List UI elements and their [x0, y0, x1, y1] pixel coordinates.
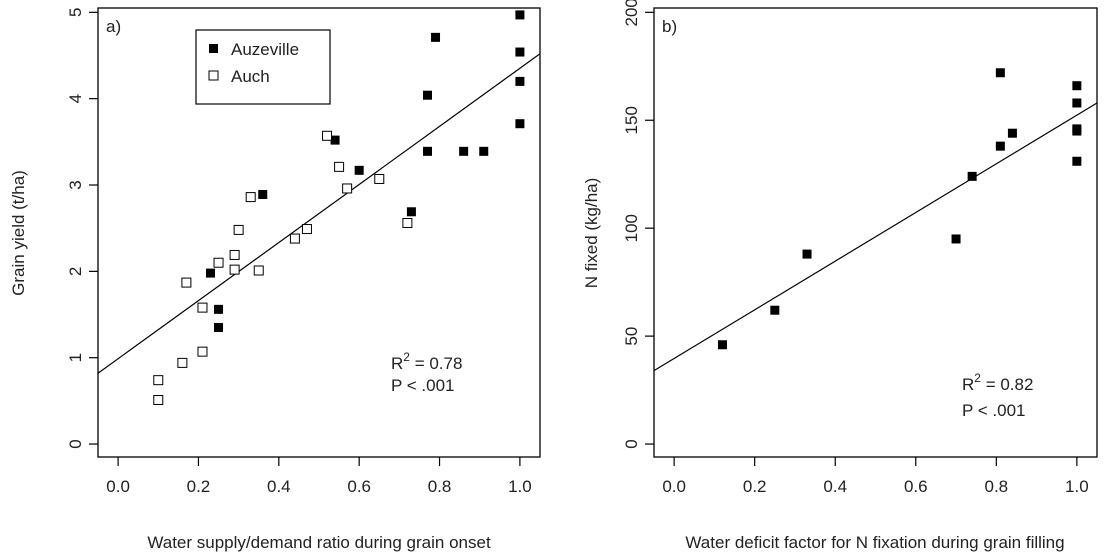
panel-b-point-series	[770, 305, 780, 315]
legend-auch-marker	[208, 70, 219, 81]
panel-a-point-auzeville	[258, 190, 268, 200]
panel-a-point-auch	[342, 183, 353, 194]
panel-a-r-value: = 0.78	[410, 354, 462, 373]
panel-a-r-exponent: 2	[403, 350, 410, 364]
panel-a-point-auch	[322, 130, 333, 141]
legend-auzeville-label: Auzeville	[231, 40, 299, 59]
panel-a-point-auzeville	[214, 304, 224, 314]
panel-a-point-auch	[197, 346, 208, 357]
panel-a-point-auch	[197, 302, 208, 313]
chart-marks: 0.0 0.2 0.4 0.6 0.8 1.0 0 1 2 3 4 5 0.0 0.2 0.4 0.6 0.8 1…	[66, 0, 1098, 496]
panel-b-y-tick-label: 150	[622, 106, 641, 134]
panel-a-x-tick-label: 0.2	[187, 477, 211, 496]
panel-a-point-auzeville	[422, 90, 432, 100]
panel-a-y-tick-label: 5	[66, 8, 85, 17]
panel-a-point-auzeville	[206, 268, 216, 278]
panel-a-point-auzeville	[515, 47, 525, 57]
panel-b-y-axis-title: N fixed (kg/ha)	[582, 178, 601, 289]
legend-auzeville-marker	[209, 44, 218, 53]
panel-a-marks: 0.0 0.2 0.4 0.6 0.8 1.0 0 1 2 3 4 5	[66, 8, 541, 496]
panel-b-point-series	[995, 141, 1005, 151]
panel-a-x-tick-label: 1.0	[508, 477, 532, 496]
panel-a-point-auch	[213, 257, 224, 268]
panel-b-r-label: R	[962, 375, 974, 394]
panel-b-point-series	[995, 68, 1005, 78]
panel-a-x-tick-label: 0.4	[267, 477, 291, 496]
panel-a-point-auch	[177, 357, 188, 368]
panel-b-point-series	[1007, 128, 1017, 138]
panel-a-y-tick-label: 4	[66, 94, 85, 103]
panel-b-point-series	[717, 340, 727, 350]
panel-a-y-tick-label: 3	[66, 180, 85, 189]
panel-a-point-auzeville	[422, 146, 432, 156]
panel-a-frame	[97, 7, 541, 458]
legend-auch-label: Auch	[231, 67, 270, 86]
panel-a-r-squared: R2 = 0.78	[391, 350, 462, 373]
panel-a-x-tick-label: 0.6	[347, 477, 371, 496]
panel-a-x-tick-label: 0.8	[428, 477, 452, 496]
panel-a-legend	[195, 29, 331, 105]
panel-a-y-tick-label: 2	[66, 267, 85, 276]
panel-a-point-auzeville	[330, 135, 340, 145]
panel-b-point-series	[1072, 126, 1082, 136]
panel-a-point-auzeville	[459, 146, 469, 156]
panel-a-p-value: P < .001	[391, 376, 455, 395]
panel-a-point-auzeville	[431, 32, 441, 42]
panel-b-label: b)	[662, 17, 677, 36]
panel-a-point-auch	[289, 233, 300, 244]
panel-a-y-tick-label: 0	[66, 439, 85, 448]
panel-a-point-auch	[253, 265, 264, 276]
panel-a-point-auch	[153, 375, 164, 386]
panel-a-x-tick-label: 0.0	[106, 477, 130, 496]
panel-b-x-tick-label: 0.2	[743, 477, 767, 496]
panel-a-point-auch	[245, 192, 256, 203]
panel-a-point-auch	[402, 218, 413, 229]
panel-b-point-series	[951, 234, 961, 244]
panel-b-r-squared: R2 = 0.82	[962, 371, 1033, 394]
panel-b-point-series	[1072, 156, 1082, 166]
panel-a-x-axis-title: Water supply/demand ratio during grain o…	[147, 533, 491, 552]
panel-b-point-series	[967, 171, 977, 181]
panel-b-y-tick-label: 200	[622, 0, 641, 27]
panel-a-point-auch	[233, 224, 244, 235]
panel-a-point-auzeville	[214, 322, 224, 332]
panel-b-p-value: P < .001	[962, 401, 1026, 420]
panel-b-x-tick-label: 0.6	[904, 477, 928, 496]
panel-b-point-series	[1072, 98, 1082, 108]
panel-b-x-tick-label: 0.4	[823, 477, 847, 496]
panel-b-frame	[653, 7, 1098, 458]
panel-b-r-exponent: 2	[974, 371, 981, 385]
panel-a-point-auch	[301, 224, 312, 235]
panel-b-point-series	[802, 249, 812, 259]
panel-a-regression-line	[97, 53, 541, 374]
panel-a-point-auch	[229, 249, 240, 260]
panel-b-r-value: = 0.82	[981, 375, 1033, 394]
panel-a-point-auch	[334, 161, 345, 172]
panel-b-marks: 0.0 0.2 0.4 0.6 0.8 1.0 0 50 100 150 200	[622, 0, 1098, 496]
panel-a-point-auch	[153, 395, 164, 406]
panel-b-y-tick-label: 50	[622, 327, 641, 346]
panel-a-y-axis-title: Grain yield (t/ha)	[9, 170, 28, 296]
panel-b-y-tick-label: 100	[622, 214, 641, 242]
panel-a-point-auzeville	[406, 207, 416, 217]
panel-a-point-auzeville	[515, 76, 525, 86]
panel-a-r-label: R	[391, 354, 403, 373]
panel-b-y-tick-label: 0	[622, 439, 641, 448]
panel-b-regression-line	[653, 102, 1098, 372]
panel-b-x-axis-title: Water deficit factor for N fixation duri…	[685, 533, 1064, 552]
panel-b-point-series	[1072, 81, 1082, 91]
panel-a-point-auch	[374, 173, 385, 184]
panel-a-point-auzeville	[354, 165, 364, 175]
panel-a-point-auzeville	[515, 10, 525, 20]
panel-a-point-auch	[229, 264, 240, 275]
panel-a-label: a)	[106, 17, 121, 36]
panel-b-x-tick-label: 1.0	[1065, 477, 1089, 496]
panel-a-point-auch	[181, 277, 192, 288]
panel-a-y-tick-label: 1	[66, 353, 85, 362]
panel-b-x-tick-label: 0.0	[662, 477, 686, 496]
panel-a-point-auzeville	[515, 119, 525, 129]
panel-b-x-tick-label: 0.8	[984, 477, 1008, 496]
panel-a-point-auzeville	[479, 146, 489, 156]
